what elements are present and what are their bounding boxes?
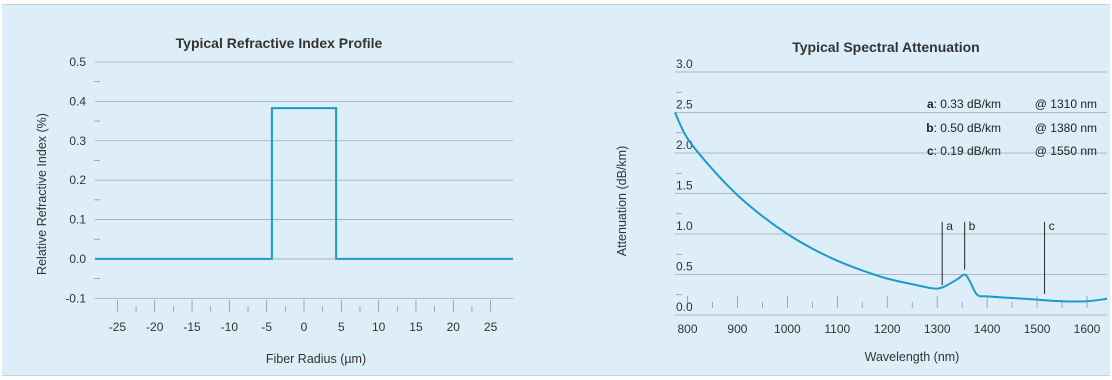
refractive-index-chart: Typical Refractive Index Profile Relativ… — [35, 35, 513, 366]
x-tick-label: -10 — [221, 320, 239, 334]
x-tick-label: 10 — [372, 320, 386, 334]
legend-row-a-at: @ 1310 nm — [1035, 97, 1097, 111]
y-tick-label: 2.5 — [676, 98, 693, 112]
x-tick-label: -15 — [183, 320, 201, 334]
legend-row-b-text: : 0.50 dB/km — [934, 121, 1001, 135]
x-tick-label: 1600 — [1074, 322, 1101, 336]
x-tick-label: 1400 — [974, 322, 1001, 336]
x-tick-label: 1300 — [924, 322, 951, 336]
x-tick-label: 20 — [447, 320, 461, 334]
x-tick-label: 5 — [338, 320, 345, 334]
y-axis-label: Attenuation (dB/km) — [615, 146, 629, 256]
y-tick-label: 0.4 — [69, 94, 86, 108]
chart-title: Typical Spectral Attenuation — [792, 39, 979, 55]
legend-row-c-text: : 0.19 dB/km — [934, 144, 1001, 158]
y-tick-label: 0.3 — [69, 134, 86, 148]
y-tick-label: 2.0 — [676, 138, 693, 152]
y-tick-label: 0.0 — [69, 252, 86, 266]
x-tick-label: 25 — [484, 320, 498, 334]
x-tick-label: -5 — [261, 320, 272, 334]
x-tick-label: 1200 — [874, 322, 901, 336]
charts-panel — [2, 4, 1110, 376]
marker-b-label: b — [969, 219, 976, 233]
legend-row-c-key: c — [927, 144, 934, 158]
legend-row-b-at: @ 1380 nm — [1035, 121, 1097, 135]
x-tick-label: 1500 — [1024, 322, 1051, 336]
y-tick-label: 3.0 — [676, 57, 693, 71]
x-tick-label: -25 — [109, 320, 127, 334]
y-tick-label: 0.0 — [676, 300, 693, 314]
y-tick-label: 1.5 — [676, 179, 693, 193]
marker-a-label: a — [946, 219, 953, 233]
x-tick-label: 1100 — [824, 322, 850, 336]
legend-row-b-key: b — [926, 121, 933, 135]
y-tick-label: 0.2 — [69, 173, 86, 187]
series-line — [674, 112, 1108, 303]
legend-row-c-at: @ 1550 nm — [1035, 144, 1097, 158]
legend-row-a-key: a — [927, 97, 934, 111]
legend-row-a-text: : 0.33 dB/km — [934, 97, 1001, 111]
x-tick-label: 0 — [301, 320, 308, 334]
x-tick-label: 15 — [409, 320, 423, 334]
legend-row-c-value: c: 0.19 dB/km — [927, 144, 1001, 158]
y-tick-label: 1.0 — [676, 219, 693, 233]
chart-title: Typical Refractive Index Profile — [176, 35, 383, 51]
x-tick-label: 1000 — [774, 322, 801, 336]
series-line — [95, 107, 513, 260]
y-tick-label: 0.5 — [676, 260, 693, 274]
legend-row-b-value: b: 0.50 dB/km — [926, 121, 1001, 135]
x-tick-label: 800 — [677, 322, 697, 336]
x-axis-label: Fiber Radius (µm) — [266, 352, 366, 366]
y-tick-label: 0.5 — [69, 55, 86, 69]
y-tick-label: -0.1 — [65, 291, 86, 305]
x-tick-label: 900 — [727, 322, 747, 336]
x-tick-label: -20 — [146, 320, 164, 334]
y-tick-label: 0.1 — [69, 213, 86, 227]
marker-c-label: c — [1049, 219, 1055, 233]
legend-row-a-value: a: 0.33 dB/km — [927, 97, 1001, 111]
x-axis-label: Wavelength (nm) — [865, 350, 960, 364]
y-axis-label: Relative Refractive Index (%) — [35, 113, 49, 275]
